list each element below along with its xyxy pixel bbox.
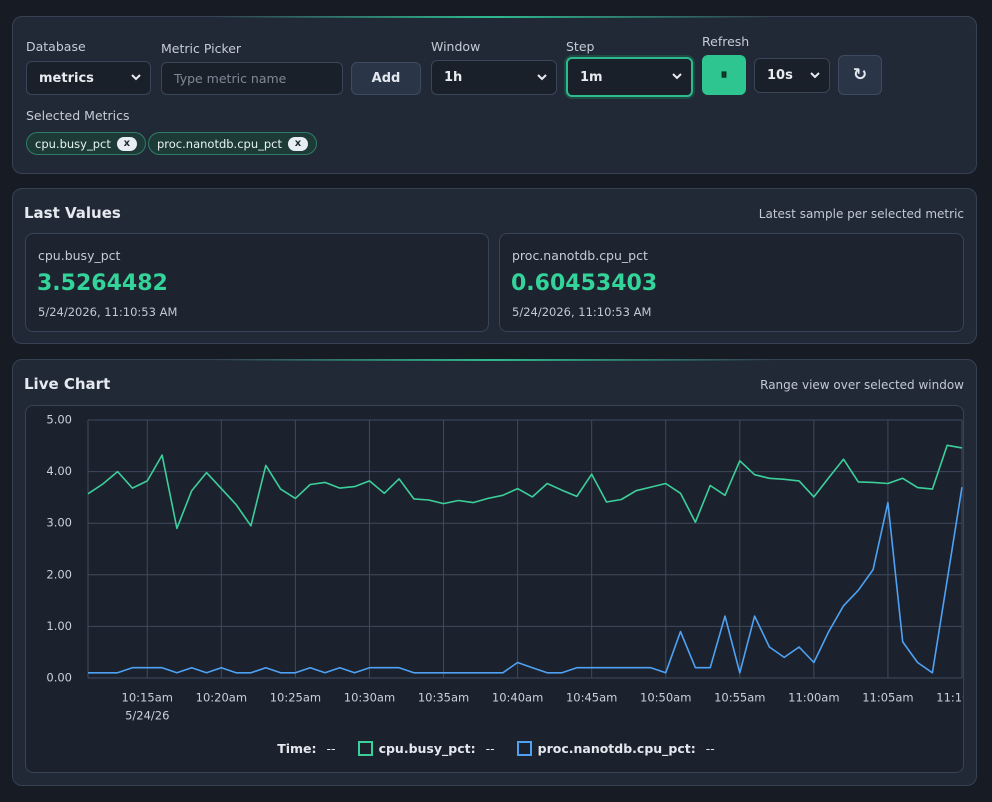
legend: Time: -- cpu.busy_pct: -- proc.nanotdb.cpu_p… — [0, 741, 992, 756]
x-tick-label: 10:55am — [714, 691, 765, 705]
step-select[interactable]: 1m — [566, 57, 693, 97]
chip-name: cpu.busy_pct — [35, 136, 111, 151]
placeholder: Type metric name — [174, 71, 287, 86]
x-tick-label: 10:15am — [122, 691, 173, 705]
legend-name: cpu.busy_pct: — [379, 741, 476, 756]
panel-title: Live Chart — [24, 375, 111, 393]
chart-box — [25, 405, 964, 773]
legend-swatch — [516, 741, 532, 756]
select-value: 1h — [444, 70, 463, 85]
legend-value: -- — [705, 741, 715, 756]
y-tick-label: 2.00 — [46, 567, 72, 581]
label: Refresh — [702, 34, 750, 49]
select-value: metrics — [39, 70, 94, 86]
chart: 0.00 1.00 2.00 3.00 4.00 5.00 10:15am 5/24/26 10… — [46, 413, 963, 723]
x-tick-label: 10:20am — [196, 691, 247, 705]
legend-label: proc.nanotdb.cpu_pct — [537, 741, 691, 756]
panel-title: Last Values — [24, 204, 121, 222]
y-tick-label: 1.00 — [46, 619, 72, 633]
y-tick-label: 3.00 — [46, 516, 72, 530]
panel-subtitle: Range view over selected window — [760, 378, 964, 392]
legend-name: proc.nanotdb.cpu_pct: — [538, 741, 696, 756]
label: Step — [566, 39, 595, 54]
legend-value: -- — [326, 741, 336, 756]
card-time: 5/24/2026, 11:10:53 AM — [512, 305, 652, 319]
interval-select[interactable]: 10s — [754, 58, 830, 93]
chevron — [672, 73, 682, 80]
label: Database — [26, 39, 86, 54]
card-name: proc.nanotdb.cpu_pct — [512, 248, 648, 263]
label: Window — [431, 39, 481, 54]
accent — [213, 16, 773, 18]
metric-chip: cpu.busy_pct x — [26, 132, 146, 155]
value-card: proc.nanotdb.cpu_pct 0.60453403 5/24/202… — [499, 233, 964, 332]
accent — [213, 359, 773, 361]
add-button[interactable]: Add — [351, 62, 421, 95]
card-value: 3.5264482 — [37, 271, 168, 296]
x-tick-date: 5/24/26 — [125, 709, 169, 723]
legend-separator: : — [470, 741, 476, 756]
window-select[interactable]: 1h — [431, 60, 557, 95]
chip-remove[interactable]: x — [288, 136, 309, 151]
panel-subtitle: Latest sample per selected metric — [758, 207, 964, 221]
legend-time: Time: — [277, 741, 317, 756]
card-value: 0.60453403 — [511, 271, 658, 296]
x-tick-label: 11:00am — [788, 691, 839, 705]
x-tick-label: 11:05am — [862, 691, 913, 705]
label: Selected Metrics — [26, 108, 130, 123]
chevron — [537, 73, 547, 80]
y-tick-label: 5.00 — [46, 413, 72, 427]
metric-chip: proc.nanotdb.cpu_pct x — [148, 132, 318, 155]
pause-button[interactable]: ⏸ — [702, 55, 746, 95]
legend-swatch — [357, 741, 373, 756]
card-time: 5/24/2026, 11:10:53 AM — [38, 305, 178, 319]
database-select[interactable]: metrics — [26, 61, 151, 95]
legend-item: Time: -- — [277, 741, 335, 756]
legend-value: -- — [485, 741, 495, 756]
x-tick-label: 10:30am — [344, 691, 395, 705]
y-tick-label: 0.00 — [46, 671, 72, 685]
x-tick-label: 10:40am — [492, 691, 543, 705]
x-tick-label: 10:45am — [566, 691, 617, 705]
reload-button[interactable]: ↻ — [838, 55, 882, 95]
legend-item: proc.nanotdb.cpu_pct: -- — [516, 741, 715, 756]
chip-remove[interactable]: x — [116, 136, 137, 151]
legend-label: cpu.busy_pct — [378, 741, 471, 756]
x-tick-label: 10:50am — [640, 691, 691, 705]
select-value: 10s — [767, 68, 793, 83]
x-tick-label: 10:25am — [270, 691, 321, 705]
card-name: cpu.busy_pct — [38, 248, 121, 263]
y-tick-label: 4.00 — [46, 464, 72, 478]
series-line — [87, 444, 963, 530]
label: Metric Picker — [161, 41, 242, 56]
legend-item: cpu.busy_pct: -- — [357, 741, 495, 756]
chevron — [131, 74, 141, 81]
legend-separator: : — [690, 741, 696, 756]
x-tick-label: 10:35am — [418, 691, 469, 705]
x-tick-label: 11:10am — [936, 691, 963, 705]
series-line — [88, 486, 963, 674]
chevron — [810, 71, 820, 78]
select-value: 1m — [580, 69, 603, 85]
chip-name: proc.nanotdb.cpu_pct — [157, 136, 283, 151]
metric-input[interactable]: Type metric name — [161, 62, 343, 95]
value-card: cpu.busy_pct 3.5264482 5/24/2026, 11:10:… — [25, 233, 489, 332]
